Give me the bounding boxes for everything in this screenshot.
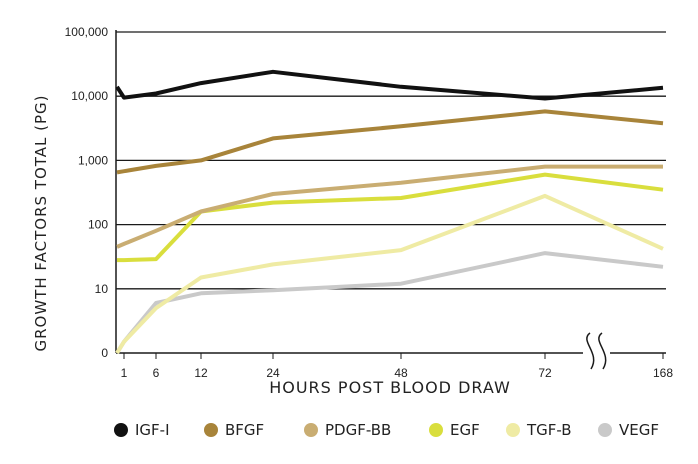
legend-swatch-pdgf-bb (304, 423, 318, 437)
legend-label-pdgf-bb: PDGF-BB (325, 421, 391, 439)
x-tick-label: 48 (394, 366, 408, 380)
axis-break-mark (598, 332, 607, 370)
series-line-igf-i (115, 69, 664, 101)
legend-label-vegf: VEGF (619, 421, 659, 439)
legend-label-bfgf: BFGF (225, 421, 264, 439)
y-tick-label: 10 (95, 282, 109, 296)
y-tick-labels: 0 10 100 1,000 10,000 100,000 (65, 25, 109, 360)
series-line-bfgf (116, 109, 664, 175)
legend-label-igf-i: IGF-I (135, 421, 170, 439)
legend-swatch-bfgf (204, 423, 218, 437)
y-tick-label: 100 (88, 218, 108, 232)
x-tick-labels: 1 6 12 24 48 72 168 (121, 366, 674, 380)
legend-label-tgf-b: TGF-B (526, 421, 572, 439)
x-tick-label: 24 (266, 366, 280, 380)
y-tick-label: 1,000 (78, 153, 108, 167)
legend-label-egf: EGF (450, 421, 480, 439)
legend-swatch-tgf-b (506, 423, 520, 437)
series-line-egf (117, 172, 664, 263)
legend-swatch-vegf (598, 423, 612, 437)
legend-swatch-egf (429, 423, 443, 437)
series-line-tgf-b (115, 193, 664, 355)
legend-swatch-igf-i (114, 423, 128, 437)
x-tick-label: 72 (538, 366, 552, 380)
x-tick-label: 6 (153, 366, 160, 380)
y-tick-label: 0 (101, 346, 108, 360)
series-lines (115, 69, 664, 355)
axis-break (586, 332, 607, 370)
legend: IGF-I BFGF PDGF-BB EGF TGF-B VEGF (114, 421, 659, 439)
axis-break-mark (586, 332, 595, 370)
x-tick-label: 168 (653, 366, 673, 380)
x-tick-label: 1 (121, 366, 128, 380)
x-axis-label: HOURS POST BLOOD DRAW (269, 378, 511, 397)
x-tick-label: 12 (194, 366, 208, 380)
y-tick-label: 100,000 (65, 25, 109, 39)
series-line-vegf (115, 251, 664, 355)
y-tick-label: 10,000 (71, 89, 108, 103)
y-axis-label: GROWTH FACTORS TOTAL (PG) (32, 94, 50, 351)
series-line-pdgf-bb (116, 164, 663, 249)
axes (115, 30, 666, 359)
